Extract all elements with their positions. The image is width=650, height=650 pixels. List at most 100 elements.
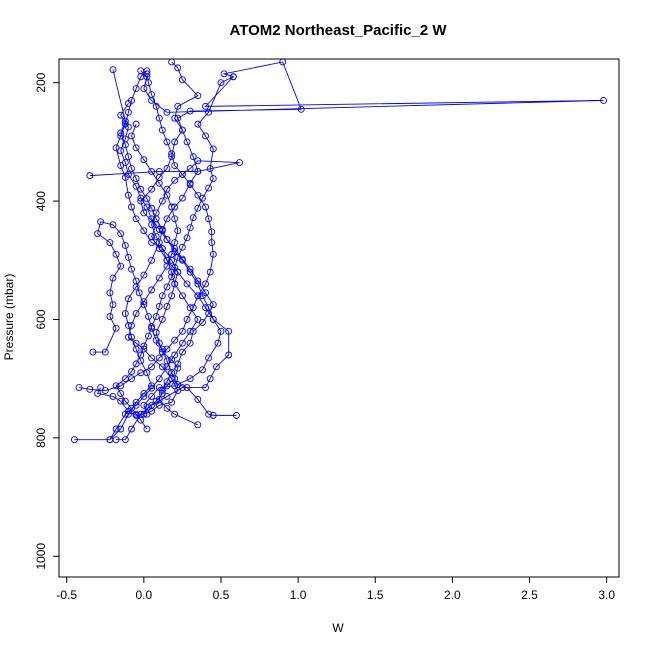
data-point — [236, 159, 243, 167]
data-point — [225, 351, 233, 359]
data-point — [205, 184, 213, 192]
data-point — [183, 316, 191, 323]
data-point — [128, 425, 135, 433]
data-point — [148, 323, 156, 331]
data-point — [117, 147, 125, 155]
x-tick-label: 3.0 — [598, 588, 615, 602]
data-point — [137, 185, 145, 193]
plot-frame — [58, 58, 620, 578]
data-point — [121, 436, 129, 444]
data-point — [183, 384, 191, 392]
data-point — [194, 204, 202, 212]
data-point — [155, 114, 163, 122]
data-point — [217, 79, 225, 87]
data-point — [109, 301, 117, 309]
data-point — [205, 354, 213, 362]
data-point — [174, 64, 182, 72]
data-point — [178, 292, 186, 300]
data-point — [145, 79, 152, 87]
data-point — [168, 369, 176, 377]
data-point — [106, 436, 114, 444]
data-point — [94, 230, 102, 238]
data-point — [205, 108, 213, 116]
data-point — [297, 105, 305, 113]
data-point — [140, 410, 148, 418]
data-point — [152, 102, 160, 110]
data-point — [205, 410, 213, 418]
data-point — [171, 138, 179, 146]
series-line — [112, 69, 214, 426]
data-point — [186, 265, 194, 273]
data-point — [163, 283, 171, 291]
data-point — [171, 351, 179, 359]
data-point — [178, 348, 186, 356]
data-point — [128, 404, 135, 412]
data-point — [163, 404, 171, 412]
data-point — [155, 239, 163, 246]
data-point — [229, 73, 237, 81]
data-point — [140, 85, 148, 93]
series-9 — [109, 66, 217, 429]
data-point — [158, 348, 166, 356]
data-point — [121, 117, 129, 125]
data-point — [145, 313, 152, 320]
data-point — [117, 262, 125, 270]
data-point — [168, 273, 176, 281]
data-point — [163, 215, 171, 223]
data-point — [101, 348, 109, 356]
y-tick-label: 200 — [34, 72, 48, 92]
data-point — [143, 203, 151, 211]
data-point — [117, 390, 125, 397]
data-point — [152, 313, 160, 320]
series-3 — [106, 59, 202, 444]
data-point — [155, 395, 163, 403]
data-point — [148, 185, 156, 193]
data-point — [171, 244, 179, 252]
data-point — [206, 375, 214, 383]
data-point — [112, 324, 120, 332]
data-point — [178, 255, 186, 263]
data-point — [199, 318, 206, 326]
data-point — [163, 357, 171, 365]
data-point — [168, 150, 176, 158]
data-point — [174, 360, 182, 368]
data-point — [206, 165, 214, 172]
data-point — [132, 410, 140, 418]
data-point — [225, 327, 233, 335]
data-point — [209, 175, 217, 183]
y-tick-label: 600 — [34, 309, 48, 329]
data-point — [132, 277, 140, 285]
data-point — [148, 221, 156, 229]
data-point — [178, 126, 186, 134]
data-point — [158, 126, 166, 134]
data-point — [158, 244, 166, 252]
x-tick-label: -0.5 — [56, 588, 77, 602]
data-point — [121, 375, 129, 383]
data-point — [186, 375, 194, 383]
data-point — [121, 242, 129, 249]
data-point — [208, 239, 216, 246]
data-point — [140, 156, 148, 164]
y-tick-label: 800 — [34, 428, 48, 448]
data-point — [148, 392, 156, 400]
data-point — [148, 204, 156, 212]
data-point — [132, 144, 140, 152]
data-point — [148, 286, 156, 294]
data-point — [163, 378, 171, 386]
data-point — [209, 316, 217, 323]
y-tick-label: 1000 — [34, 543, 48, 570]
data-point — [163, 256, 171, 264]
data-point — [171, 336, 179, 344]
data-point — [148, 324, 156, 332]
data-point — [117, 129, 125, 137]
data-point — [143, 70, 151, 78]
data-point — [194, 292, 202, 300]
data-point — [143, 195, 151, 203]
data-point — [186, 107, 194, 115]
data-point — [132, 215, 140, 223]
data-point — [189, 153, 197, 161]
data-point — [128, 132, 135, 140]
data-point — [128, 321, 135, 329]
data-point — [183, 234, 191, 242]
